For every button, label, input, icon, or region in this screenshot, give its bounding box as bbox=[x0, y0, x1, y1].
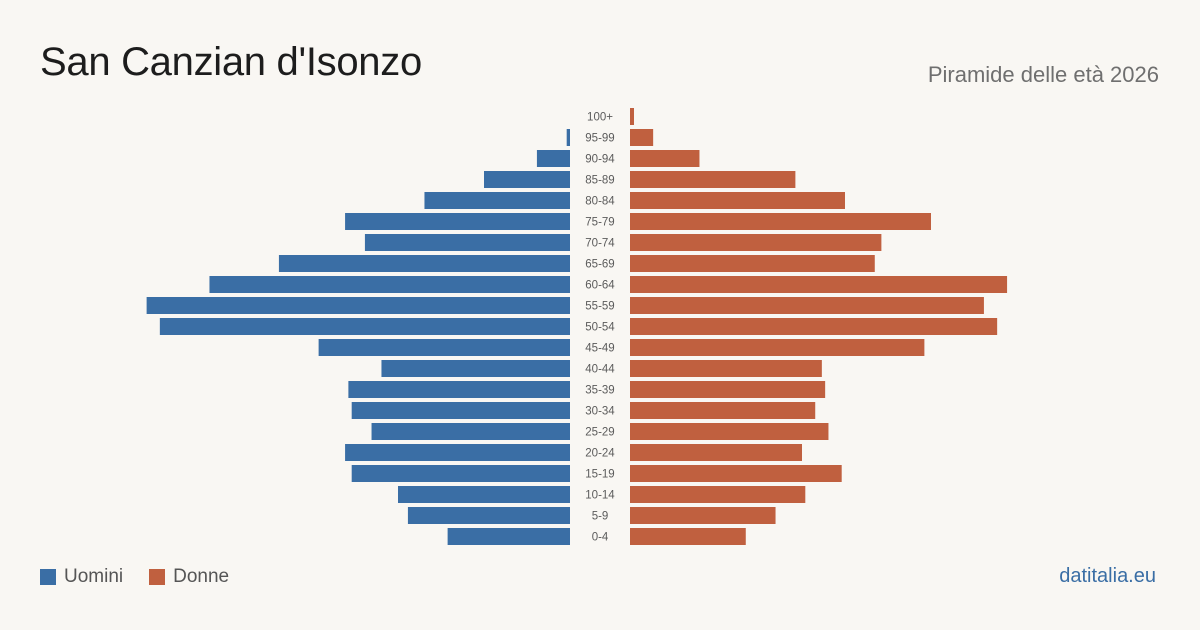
age-label-40-44: 40-44 bbox=[585, 364, 615, 376]
bar-men-90-94 bbox=[536, 150, 570, 167]
age-label-60-64: 60-64 bbox=[585, 280, 615, 292]
age-label-100plus: 100+ bbox=[587, 112, 613, 124]
age-label-10-14: 10-14 bbox=[585, 490, 615, 502]
bar-men-30-34 bbox=[351, 402, 570, 419]
bar-men-55-59 bbox=[146, 297, 570, 314]
bar-men-40-44 bbox=[381, 360, 570, 377]
bar-women-70-74 bbox=[630, 234, 882, 251]
bar-women-10-14 bbox=[630, 486, 806, 503]
bar-women-55-59 bbox=[630, 297, 984, 314]
bar-men-80-84 bbox=[424, 192, 570, 209]
legend-item-women: Donne bbox=[149, 566, 229, 588]
bar-women-20-24 bbox=[630, 444, 802, 461]
bar-women-75-79 bbox=[630, 213, 931, 230]
chart-subtitle: Piramide delle età 2026 bbox=[927, 62, 1159, 87]
age-label-25-29: 25-29 bbox=[585, 427, 614, 439]
legend-item-men: Uomini bbox=[40, 566, 123, 588]
bar-men-25-29 bbox=[371, 423, 570, 440]
bar-men-10-14 bbox=[398, 486, 570, 503]
bar-women-45-49 bbox=[630, 339, 925, 356]
bar-men-85-89 bbox=[484, 171, 570, 188]
age-label-75-79: 75-79 bbox=[585, 217, 614, 229]
chart-title: San Canzian d'Isonzo bbox=[40, 40, 422, 84]
bar-women-25-29 bbox=[630, 423, 829, 440]
bar-women-95-99 bbox=[630, 129, 654, 146]
legend-swatch-men bbox=[40, 569, 56, 585]
bar-women-50-54 bbox=[630, 318, 998, 335]
bar-women-65-69 bbox=[630, 255, 875, 272]
bar-women-35-39 bbox=[630, 381, 826, 398]
bar-men-75-79 bbox=[345, 213, 570, 230]
bar-women-60-64 bbox=[630, 276, 1008, 293]
bar-men-15-19 bbox=[351, 465, 570, 482]
age-label-70-74: 70-74 bbox=[585, 238, 615, 250]
age-label-85-89: 85-89 bbox=[585, 175, 614, 187]
age-label-45-49: 45-49 bbox=[585, 343, 614, 355]
bar-women-80-84 bbox=[630, 192, 845, 209]
bar-men-60-64 bbox=[209, 276, 570, 293]
source-link[interactable]: datitalia.eu bbox=[1059, 565, 1156, 587]
age-label-80-84: 80-84 bbox=[585, 196, 615, 208]
legend-label-women: Donne bbox=[173, 566, 230, 587]
age-label-65-69: 65-69 bbox=[585, 259, 614, 271]
age-label-5-9: 5-9 bbox=[592, 511, 609, 523]
bar-men-0-4 bbox=[447, 528, 570, 545]
age-label-30-34: 30-34 bbox=[585, 406, 615, 418]
bar-women-90-94 bbox=[630, 150, 700, 167]
legend: Uomini Donne bbox=[40, 566, 255, 588]
age-label-55-59: 55-59 bbox=[585, 301, 614, 313]
legend-swatch-women bbox=[149, 569, 166, 585]
age-label-15-19: 15-19 bbox=[585, 469, 614, 481]
bar-men-20-24 bbox=[345, 444, 570, 461]
bar-men-35-39 bbox=[348, 381, 570, 398]
age-label-0-4: 0-4 bbox=[592, 532, 609, 544]
bar-men-45-49 bbox=[318, 339, 570, 356]
legend-label-men: Uomini bbox=[64, 566, 124, 587]
bar-women-30-34 bbox=[630, 402, 816, 419]
age-label-50-54: 50-54 bbox=[585, 322, 615, 334]
bar-women-85-89 bbox=[630, 171, 796, 188]
bar-women-100plus bbox=[630, 108, 634, 125]
age-label-90-94: 90-94 bbox=[585, 154, 615, 166]
bar-men-70-74 bbox=[364, 234, 570, 251]
bar-men-95-99 bbox=[566, 129, 570, 146]
age-label-20-24: 20-24 bbox=[585, 448, 615, 460]
age-label-95-99: 95-99 bbox=[585, 133, 614, 145]
bar-men-65-69 bbox=[278, 255, 570, 272]
bar-men-50-54 bbox=[159, 318, 570, 335]
age-label-35-39: 35-39 bbox=[585, 385, 614, 397]
bar-women-15-19 bbox=[630, 465, 842, 482]
bar-women-5-9 bbox=[630, 507, 776, 524]
bar-men-5-9 bbox=[407, 507, 570, 524]
bar-women-0-4 bbox=[630, 528, 746, 545]
bar-women-40-44 bbox=[630, 360, 822, 377]
